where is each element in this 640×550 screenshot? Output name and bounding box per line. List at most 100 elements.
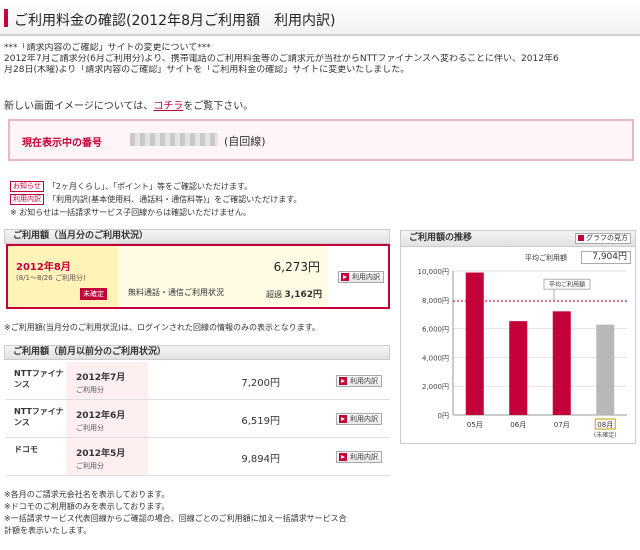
- y-tick-label: 8,000円: [422, 297, 449, 305]
- amount: 6,519円: [241, 416, 280, 427]
- current-detail-button[interactable]: 利用内訳: [338, 271, 384, 283]
- month-cell: 2012年7月 ご利用分: [66, 362, 148, 399]
- graph-guide-button[interactable]: グラフの見方: [575, 233, 631, 244]
- year-month: 2012年5月: [76, 449, 126, 459]
- amount: 9,894円: [241, 454, 280, 465]
- button-label: 利用内訳: [350, 377, 378, 385]
- info-text: 「利用内訳(基本使用料、通話料・通信料等)」をご確認いただけます。: [48, 195, 302, 204]
- footer-note: ※一括請求サービス代表回線からご確認の場合、回線ごとのご利用額に加え一括請求サー…: [4, 514, 347, 523]
- current-range: (8/1～8/26 ご利用分): [16, 274, 86, 282]
- site-change-notice: ***「請求内容のご確認」サイトの変更について*** 2012年7月ご請求分(6…: [4, 43, 636, 76]
- over-usage: 超過 3,162円: [266, 287, 322, 300]
- y-tick-label: 6,000円: [422, 326, 449, 334]
- y-tick-label: 4,000円: [422, 354, 449, 362]
- bar: [465, 272, 484, 415]
- arrow-icon: [339, 415, 347, 423]
- y-tick-label: 10,000円: [418, 268, 450, 276]
- month-sub: ご利用分: [76, 386, 104, 394]
- detail-button[interactable]: 利用内訳: [336, 451, 382, 463]
- amount: 7,200円: [241, 378, 280, 389]
- past-usage-header: ご利用額（前月以前分のご利用状況）: [4, 345, 390, 360]
- current-usage-box: 2012年8月 (8/1～8/26 ご利用分) 未確定 6,273円 無料通話・…: [6, 244, 390, 309]
- y-tick-label: 0円: [438, 412, 449, 420]
- preview-text: 新しい画面イメージについては、コチラをご覧下さい。: [4, 97, 253, 112]
- free-usage-label: 無料通話・通信ご利用状況: [128, 288, 224, 297]
- footer-note: ※各月のご請求元会社名を表示しております。: [4, 490, 170, 499]
- usage-bar-chart: 0円 2,000円 4,000円 6,000円 8,000円 10,000円 05月 06月 0…: [401, 267, 635, 443]
- y-tick-label: 2,000円: [422, 383, 449, 391]
- average-value: 7,904円: [581, 251, 631, 264]
- current-usage-header: ご利用額（当月分のご利用状況）: [4, 229, 390, 244]
- footer-notes: ※各月のご請求元会社名を表示しております。 ※ドコモのご利用額のみを表示しており…: [4, 489, 404, 537]
- status-badge: 未確定: [80, 288, 107, 300]
- page-header: ご利用料金の確認(2012年8月ご利用額 利用内訳): [0, 0, 640, 36]
- button-label: 利用内訳: [350, 453, 378, 461]
- table-row: ドコモ 2012年5月 ご利用分 9,894円 利用内訳: [6, 438, 390, 476]
- over-label: 超過: [265, 290, 282, 299]
- notice-line: 2012年7月ご請求分(6月ご利用分)より、携帯電話のご利用料金等のご請求元が当…: [4, 54, 559, 64]
- detail-button[interactable]: 利用内訳: [336, 413, 382, 425]
- info-text: ※ お知らせは一括請求サービス子回線からは確認いただけません。: [10, 208, 251, 217]
- current-month-marker: [594, 418, 616, 430]
- x-tick-label: 05月: [467, 421, 483, 429]
- current-amount-cell: 6,273円 無料通話・通信ご利用状況 超過 3,162円: [118, 246, 328, 307]
- footer-note: 計額を表示いたします。: [4, 526, 92, 535]
- over-amount: 3,162円: [284, 290, 322, 300]
- current-number-label: 現在表示中の番号: [22, 138, 102, 149]
- usage-trend-panel: ご利用額の推移 グラフの見方 平均ご利用額 7,904円 0円 2,000円 4,0…: [400, 230, 636, 444]
- detail-button[interactable]: 利用内訳: [336, 375, 382, 387]
- bar: [596, 324, 615, 415]
- info-note: ※ お知らせは一括請求サービス子回線からは確認いただけません。: [10, 206, 301, 219]
- month-cell: 2012年5月 ご利用分: [66, 438, 148, 475]
- pending-sublabel: (未確定): [594, 431, 617, 439]
- current-amount: 6,273円: [273, 260, 320, 274]
- masked-phone-number: [130, 133, 218, 146]
- arrow-icon: [341, 273, 349, 281]
- graph-icon: [578, 235, 584, 241]
- info-tag: お知らせ: [10, 181, 44, 192]
- info-notes: お知らせ 「2ヶ月くらし」、「ポイント」等をご確認いただけます。 利用内訳 「利用内…: [10, 180, 301, 219]
- average-callout-label: 平均ご利用額: [549, 281, 585, 289]
- info-note: お知らせ 「2ヶ月くらし」、「ポイント」等をご確認いただけます。: [10, 180, 301, 193]
- chart-header: ご利用額の推移 グラフの見方: [401, 231, 635, 247]
- preview-link[interactable]: コチラ: [153, 101, 184, 112]
- x-tick-label: 08月: [597, 421, 613, 429]
- bar: [552, 311, 571, 415]
- arrow-icon: [339, 453, 347, 461]
- current-year-month: 2012年8月: [16, 262, 71, 273]
- average-callout: [543, 278, 591, 290]
- button-label: グラフの見方: [586, 234, 628, 242]
- month-sub: ご利用分: [76, 462, 104, 470]
- button-label: 利用内訳: [350, 415, 378, 423]
- chart-title: ご利用額の推移: [409, 233, 473, 243]
- info-note: 利用内訳 「利用内訳(基本使用料、通話料・通信料等)」をご確認いただけます。: [10, 193, 301, 206]
- month-cell: 2012年6月 ご利用分: [66, 400, 148, 437]
- preview-suffix: をご覧下さい。: [183, 101, 254, 112]
- carrier-name: ドコモ: [6, 438, 66, 475]
- month-sub: ご利用分: [76, 424, 104, 432]
- info-text: 「2ヶ月くらし」、「ポイント」等をご確認いただけます。: [47, 182, 253, 191]
- notice-line: ***「請求内容のご確認」サイトの変更について***: [4, 43, 211, 53]
- button-label: 利用内訳: [352, 273, 380, 281]
- current-number-box: 現在表示中の番号 (自回線): [8, 119, 634, 161]
- past-usage-table: NTTファイナンス 2012年7月 ご利用分 7,200円 利用内訳 NTTファイ…: [6, 362, 390, 476]
- bar: [509, 321, 528, 415]
- carrier-name: NTTファイナンス: [6, 400, 66, 437]
- average-label: 平均ご利用額: [525, 254, 567, 262]
- carrier-name: NTTファイナンス: [6, 362, 66, 399]
- arrow-icon: [339, 377, 347, 385]
- preview-prefix: 新しい画面イメージについては、: [4, 101, 154, 112]
- x-tick-label: 06月: [510, 421, 526, 429]
- page-title: ご利用料金の確認(2012年8月ご利用額 利用内訳): [14, 13, 336, 29]
- table-row: NTTファイナンス 2012年7月 ご利用分 7,200円 利用内訳: [6, 362, 390, 400]
- current-usage-note: ※ご利用額(当月分のご利用状況)は、ログインされた回線の情報のみの表示となります…: [4, 323, 320, 332]
- year-month: 2012年7月: [76, 373, 126, 383]
- table-row: NTTファイナンス 2012年6月 ご利用分 6,519円 利用内訳: [6, 400, 390, 438]
- info-tag: 利用内訳: [10, 194, 44, 205]
- footer-note: ※ドコモのご利用額のみを表示しております。: [4, 502, 170, 511]
- year-month: 2012年6月: [76, 411, 126, 421]
- x-tick-label: 07月: [554, 421, 570, 429]
- current-month-cell: 2012年8月 (8/1～8/26 ご利用分) 未確定: [8, 246, 118, 307]
- notice-line: 月28日(木曜)より「請求内容のご確認」サイトを「ご利用料金の確認」サイトに変更…: [4, 65, 410, 75]
- header-accent: [4, 9, 8, 27]
